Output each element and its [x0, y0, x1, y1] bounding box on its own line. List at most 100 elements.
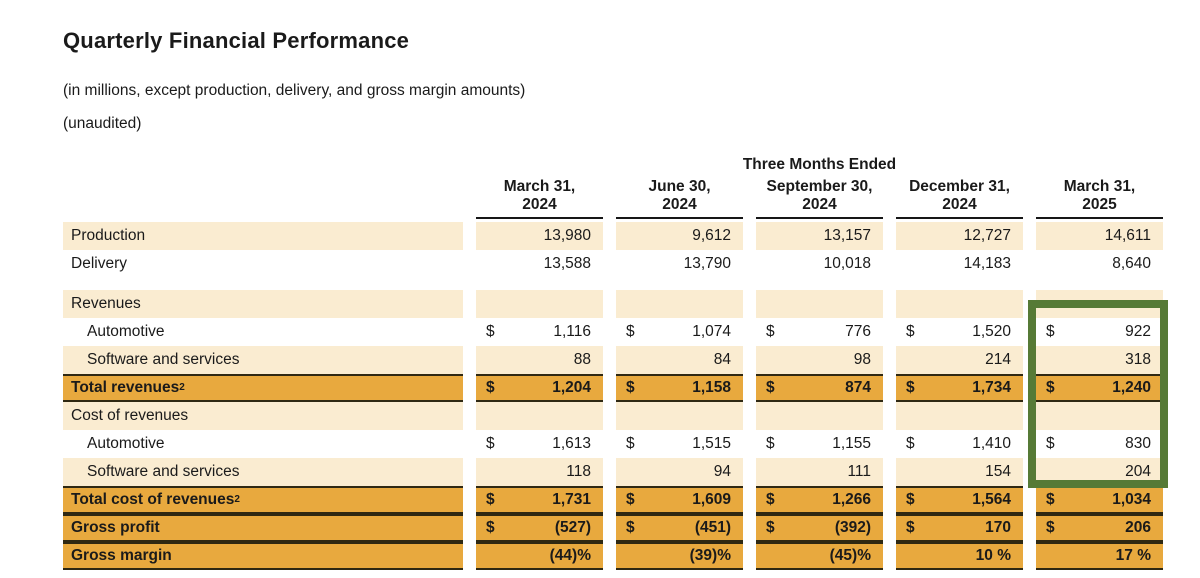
cell-value: 318 — [1036, 346, 1163, 374]
financial-table: Production 13,980 9,612 13,157 12,727 14,611 D… — [63, 222, 1163, 570]
value-text: 14,183 — [963, 255, 1011, 272]
cell-value: $1,074 — [616, 318, 743, 346]
cell-value: 214 — [896, 346, 1023, 374]
value-text: 922 — [1125, 323, 1151, 340]
column-header: December 31, 2024 — [896, 178, 1023, 219]
dollar-sign: $ — [626, 491, 635, 508]
dollar-sign: $ — [766, 435, 775, 452]
cell-value: $874 — [756, 374, 883, 402]
table-row: Automotive $1,116 $1,074 $776 $1,520 $922 — [63, 318, 1163, 346]
value-text: 1,266 — [832, 491, 871, 508]
cell-value — [896, 402, 1023, 430]
value-text: 318 — [1125, 351, 1151, 368]
dollar-sign: $ — [906, 491, 915, 508]
dollar-sign: $ — [486, 491, 495, 508]
value-text: 1,034 — [1112, 491, 1151, 508]
cell-value: 8,640 — [1036, 250, 1163, 278]
row-spacer — [63, 278, 1163, 290]
dollar-sign: $ — [1046, 435, 1055, 452]
cell-value: (44)% — [476, 542, 603, 570]
dollar-sign: $ — [766, 379, 775, 396]
cell-value: 204 — [1036, 458, 1163, 486]
cell-value: 13,588 — [476, 250, 603, 278]
table-column-headers: March 31, 2024 June 30, 2024 September 30,… — [63, 178, 1163, 219]
cell-value: $1,158 — [616, 374, 743, 402]
dollar-sign: $ — [1046, 491, 1055, 508]
unaudited-note: (unaudited) — [63, 115, 142, 132]
cell-value: $1,116 — [476, 318, 603, 346]
cell-value: $1,266 — [756, 486, 883, 514]
value-text: 1,734 — [972, 379, 1011, 396]
row-label: Total cost of revenues 2 — [63, 486, 463, 514]
row-label: Automotive — [63, 430, 463, 458]
value-text: 1,609 — [692, 491, 731, 508]
cell-value: $ (451) — [616, 514, 743, 542]
value-text: (39)% — [689, 547, 731, 564]
value-text: 874 — [845, 379, 871, 396]
cell-value — [476, 402, 603, 430]
value-text: 214 — [985, 351, 1011, 368]
cell-value — [1036, 402, 1163, 430]
dollar-sign: $ — [906, 323, 915, 340]
cell-value: 13,790 — [616, 250, 743, 278]
table-row: Total cost of revenues 2 $1,731 $1,609 $1,26… — [63, 486, 1163, 514]
column-header: September 30, 2024 — [756, 178, 883, 219]
value-text: (45)% — [829, 547, 871, 564]
cell-value: $1,034 — [1036, 486, 1163, 514]
row-label: Cost of revenues — [63, 402, 463, 430]
table-row: Gross profit $ (527) $ (451) $ (392) $170 $206 — [63, 514, 1163, 542]
value-text: 1,520 — [972, 323, 1011, 340]
cell-value: $206 — [1036, 514, 1163, 542]
value-text: 88 — [573, 351, 591, 368]
dollar-sign: $ — [486, 323, 495, 340]
cell-value: $776 — [756, 318, 883, 346]
dollar-sign: $ — [626, 435, 635, 452]
cell-value: $1,410 — [896, 430, 1023, 458]
value-text: 13,980 — [543, 227, 591, 244]
table-row: Gross margin (44)% (39)% (45)% 10 % 17 % — [63, 542, 1163, 570]
table-row: Automotive $1,613 $1,515 $1,155 $1,410 $830 — [63, 430, 1163, 458]
value-text: 12,727 — [963, 227, 1011, 244]
table-row: Software and services 118 94 111 154 204 — [63, 458, 1163, 486]
row-label: Total revenues 2 — [63, 374, 463, 402]
value-text: 1,074 — [692, 323, 731, 340]
cell-value: 98 — [756, 346, 883, 374]
cell-value: $1,520 — [896, 318, 1023, 346]
row-label: Software and services — [63, 346, 463, 374]
cell-value: $1,609 — [616, 486, 743, 514]
period-group-header: Three Months Ended — [742, 156, 897, 173]
column-header: June 30, 2024 — [616, 178, 743, 219]
row-label: Gross margin — [63, 542, 463, 570]
dollar-sign: $ — [1046, 379, 1055, 396]
column-header-spacer — [63, 178, 463, 219]
cell-value: 14,611 — [1036, 222, 1163, 250]
value-text: 8,640 — [1112, 255, 1151, 272]
cell-value — [756, 402, 883, 430]
cell-value: 118 — [476, 458, 603, 486]
column-header: March 31, 2025 — [1036, 178, 1163, 219]
dollar-sign: $ — [906, 379, 915, 396]
page-title: Quarterly Financial Performance — [63, 28, 410, 53]
cell-value: 154 — [896, 458, 1023, 486]
value-text: 10,018 — [823, 255, 871, 272]
table-row: Software and services 88 84 98 214 318 — [63, 346, 1163, 374]
value-text: 1,564 — [972, 491, 1011, 508]
value-text: 98 — [853, 351, 871, 368]
cell-value — [1036, 290, 1163, 318]
row-label: Revenues — [63, 290, 463, 318]
dollar-sign: $ — [626, 519, 635, 536]
cell-value: $1,613 — [476, 430, 603, 458]
cell-value: 12,727 — [896, 222, 1023, 250]
dollar-sign: $ — [626, 323, 635, 340]
table-row: Total revenues 2 $1,204 $1,158 $874 $1,734 $1,… — [63, 374, 1163, 402]
row-label: Production — [63, 222, 463, 250]
cell-value: $830 — [1036, 430, 1163, 458]
cell-value: (45)% — [756, 542, 883, 570]
cell-value: $1,734 — [896, 374, 1023, 402]
table-row: Production 13,980 9,612 13,157 12,727 14,611 — [63, 222, 1163, 250]
cell-value: 111 — [756, 458, 883, 486]
cell-value — [616, 290, 743, 318]
dollar-sign: $ — [486, 379, 495, 396]
cell-value: 94 — [616, 458, 743, 486]
